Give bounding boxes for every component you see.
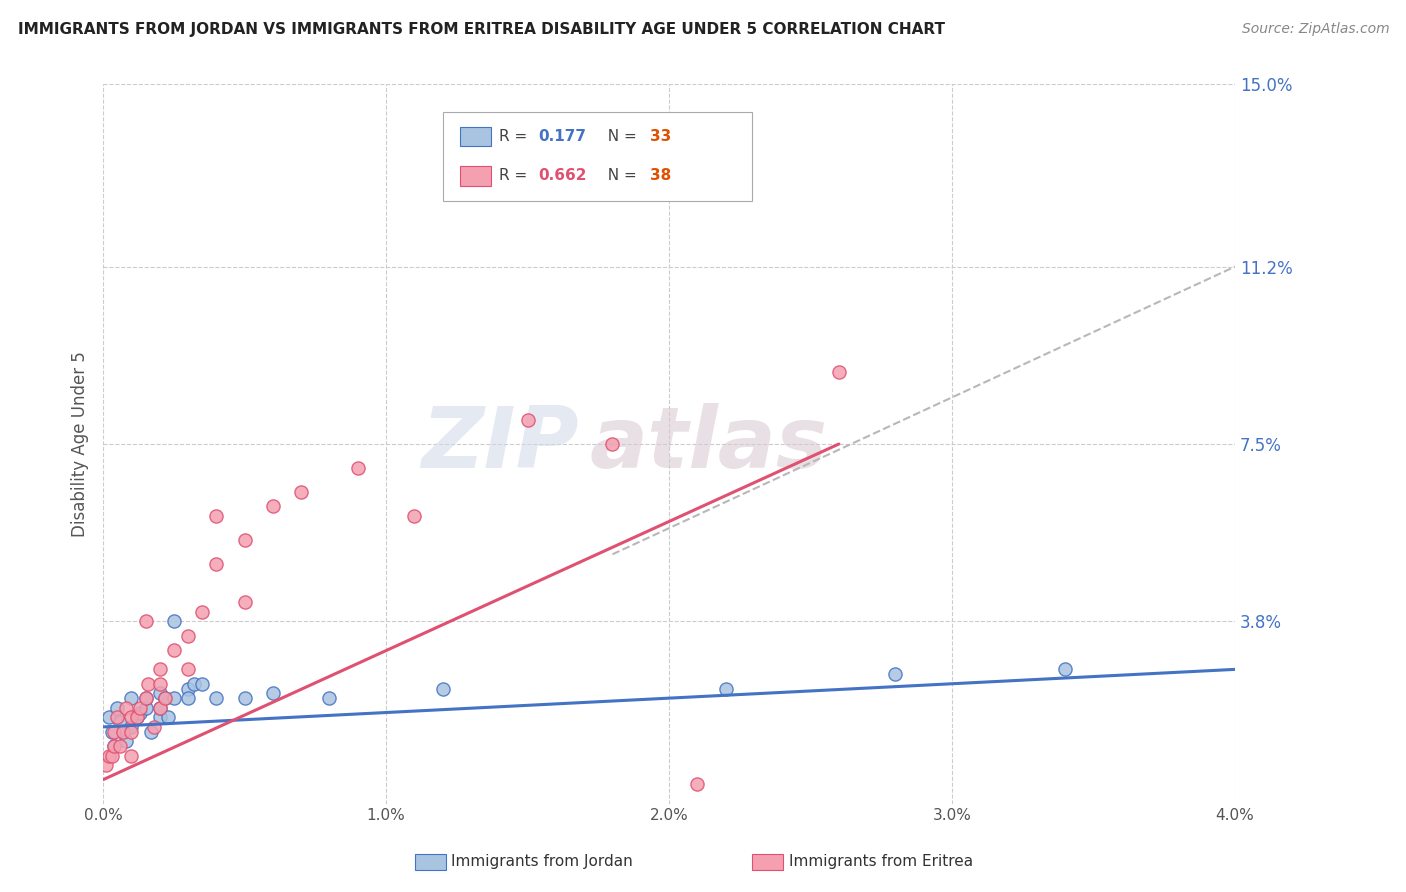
Point — [149, 686, 172, 700]
Point — [714, 681, 737, 696]
Point — [1054, 662, 1077, 676]
Point — [120, 720, 142, 734]
Text: 33: 33 — [650, 129, 671, 144]
Point — [100, 748, 122, 763]
Point — [262, 500, 284, 514]
Point — [141, 724, 163, 739]
Text: N =: N = — [598, 129, 641, 144]
Point — [183, 677, 205, 691]
Point — [120, 691, 142, 706]
Point — [177, 629, 200, 643]
Point — [155, 691, 177, 706]
Point — [149, 700, 172, 714]
Point — [233, 595, 256, 609]
Point — [129, 700, 152, 714]
Point — [114, 700, 136, 714]
Text: 0.177: 0.177 — [538, 129, 586, 144]
Point — [346, 461, 368, 475]
Point — [155, 691, 177, 706]
Text: Source: ZipAtlas.com: Source: ZipAtlas.com — [1241, 22, 1389, 37]
Point — [97, 748, 120, 763]
Point — [205, 508, 228, 523]
Y-axis label: Disability Age Under 5: Disability Age Under 5 — [72, 351, 89, 537]
Point — [125, 710, 148, 724]
Point — [233, 691, 256, 706]
Point — [111, 724, 134, 739]
Point — [129, 706, 152, 720]
Point — [138, 677, 160, 691]
Point — [163, 643, 186, 657]
Point — [108, 739, 131, 753]
Point — [149, 677, 172, 691]
Point — [432, 681, 454, 696]
Point — [828, 365, 851, 379]
Point — [105, 710, 128, 724]
Point — [108, 715, 131, 730]
Point — [205, 557, 228, 571]
Point — [262, 686, 284, 700]
Point — [516, 413, 538, 427]
Point — [191, 677, 214, 691]
Point — [163, 615, 186, 629]
Point — [120, 724, 142, 739]
Text: IMMIGRANTS FROM JORDAN VS IMMIGRANTS FROM ERITREA DISABILITY AGE UNDER 5 CORRELA: IMMIGRANTS FROM JORDAN VS IMMIGRANTS FRO… — [18, 22, 945, 37]
Text: N =: N = — [598, 169, 641, 183]
Point — [100, 724, 122, 739]
Text: 0.662: 0.662 — [538, 169, 586, 183]
Point — [125, 710, 148, 724]
Point — [177, 681, 200, 696]
Text: atlas: atlas — [591, 402, 828, 485]
Text: 38: 38 — [650, 169, 671, 183]
Text: R =: R = — [499, 129, 533, 144]
Point — [135, 700, 157, 714]
Point — [97, 710, 120, 724]
Point — [163, 691, 186, 706]
Point — [143, 720, 166, 734]
Point — [149, 710, 172, 724]
Point — [884, 667, 907, 681]
Point — [177, 662, 200, 676]
Point — [111, 724, 134, 739]
Point — [686, 777, 709, 791]
Point — [177, 691, 200, 706]
Point — [602, 437, 624, 451]
Point — [404, 508, 426, 523]
Point — [105, 700, 128, 714]
Point — [318, 691, 340, 706]
Point — [135, 615, 157, 629]
Point — [149, 662, 172, 676]
Text: Immigrants from Eritrea: Immigrants from Eritrea — [789, 855, 973, 869]
Point — [290, 485, 312, 500]
Point — [103, 739, 125, 753]
Point — [149, 700, 172, 714]
Point — [114, 734, 136, 748]
Text: R =: R = — [499, 169, 533, 183]
Point — [135, 691, 157, 706]
Point — [135, 691, 157, 706]
Point — [103, 724, 125, 739]
Point — [103, 739, 125, 753]
Point — [94, 758, 117, 772]
Text: Immigrants from Jordan: Immigrants from Jordan — [451, 855, 633, 869]
Point — [157, 710, 180, 724]
Text: ZIP: ZIP — [420, 402, 578, 485]
Point — [120, 710, 142, 724]
Point — [205, 691, 228, 706]
Point — [233, 533, 256, 547]
Point — [191, 605, 214, 619]
Point — [120, 748, 142, 763]
